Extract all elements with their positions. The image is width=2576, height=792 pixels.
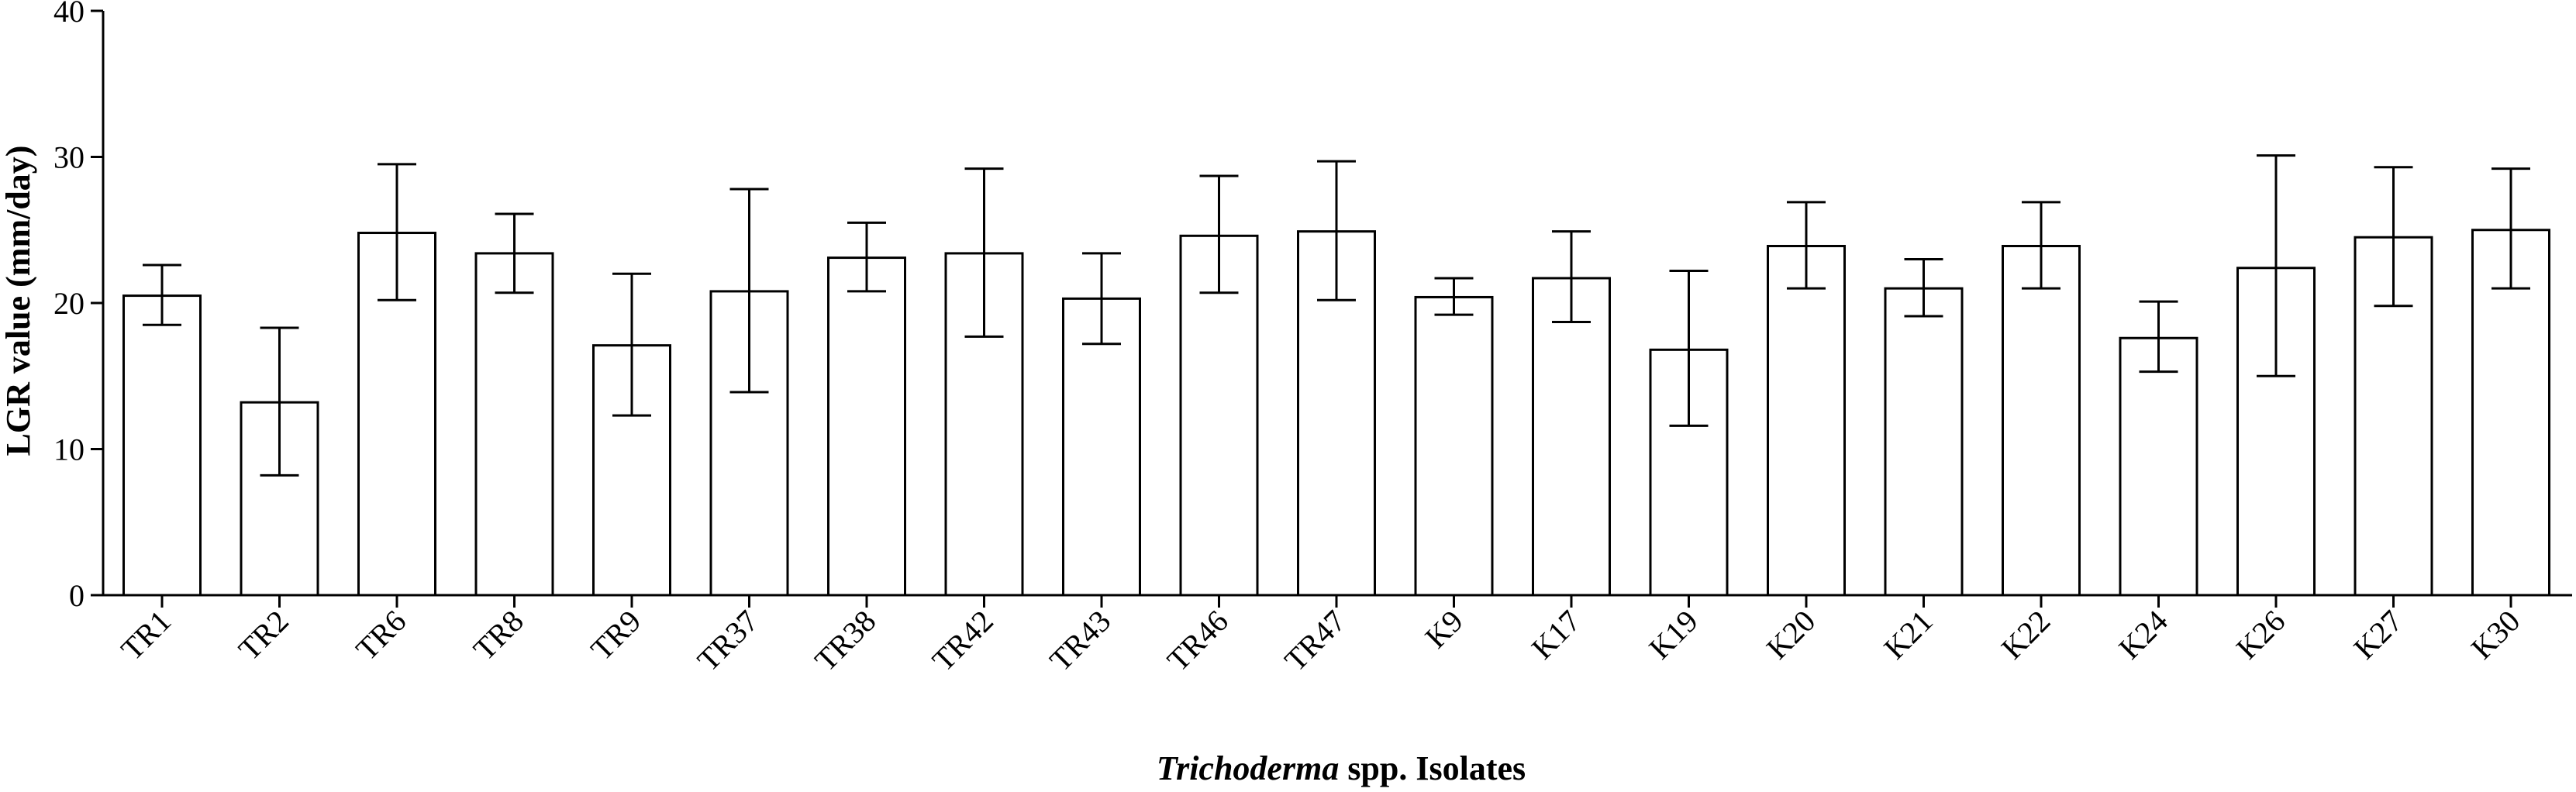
x-tick-label-tr8: TR8 (467, 604, 530, 667)
x-axis-title-italic: Trichoderma (1157, 749, 1339, 787)
y-tick-label: 40 (53, 0, 84, 29)
x-tick-label-k26: K26 (2229, 604, 2292, 666)
x-tick-label-tr42: TR42 (926, 604, 1000, 678)
x-axis-title-rest: spp. Isolates (1339, 749, 1526, 787)
x-tick-labels: TR1 TR2 TR6 TR8 TR9 TR37 TR38 TR42 TR43 TR46 TR47 K… (114, 604, 2526, 678)
x-tick-label-tr43: TR43 (1043, 604, 1117, 678)
x-tick-label-k24: K24 (2112, 604, 2174, 666)
y-tick-label: 20 (53, 286, 84, 321)
bar-tr8 (474, 252, 554, 597)
y-axis-title: LGR value (mm/day) (0, 146, 37, 456)
x-tick-label-tr46: TR46 (1160, 604, 1235, 678)
x-tick-label-k30: K30 (2464, 604, 2527, 666)
y-axis: 0 10 20 30 40 (53, 0, 105, 613)
y-tick-label: 0 (69, 578, 84, 613)
bar-tr38 (827, 257, 906, 597)
x-tick-label-k19: K19 (1642, 604, 1705, 666)
error-bars (143, 154, 2530, 477)
x-tick-label-k20: K20 (1760, 604, 1823, 666)
x-tick-label-tr38: TR38 (808, 604, 882, 678)
bar-k21 (1884, 287, 1964, 597)
bar-k30 (2471, 229, 2550, 597)
x-tick-label-tr1: TR1 (114, 604, 178, 667)
bar-tr1 (122, 294, 202, 597)
x-tick-label-tr9: TR9 (584, 604, 647, 667)
bar-k17 (1532, 277, 1611, 597)
x-tick-label-tr2: TR2 (232, 604, 295, 667)
x-tick-label-k21: K21 (1877, 604, 1940, 666)
x-tick-label-tr6: TR6 (349, 604, 412, 667)
x-tick-label-k17: K17 (1525, 604, 1588, 666)
x-tick-label-tr47: TR47 (1278, 604, 1352, 678)
bar-k9 (1414, 295, 1494, 597)
bar-k22 (2002, 244, 2081, 597)
bar-k19 (1649, 348, 1729, 597)
x-tick-label-k27: K27 (2347, 604, 2409, 666)
x-tick-label-k22: K22 (1995, 604, 2057, 666)
bar-k20 (1767, 244, 1846, 597)
y-tick-label: 30 (53, 140, 84, 175)
bar-tr46 (1179, 234, 1259, 597)
bar-k24 (2119, 336, 2198, 597)
bar-tr43 (1062, 297, 1141, 597)
x-axis (103, 594, 2572, 608)
x-tick-label-k9: K9 (1418, 604, 1469, 655)
x-axis-title: Trichoderma spp. Isolates (1157, 749, 1526, 787)
y-tick-label: 10 (53, 432, 84, 467)
x-tick-label-tr37: TR37 (691, 604, 765, 678)
